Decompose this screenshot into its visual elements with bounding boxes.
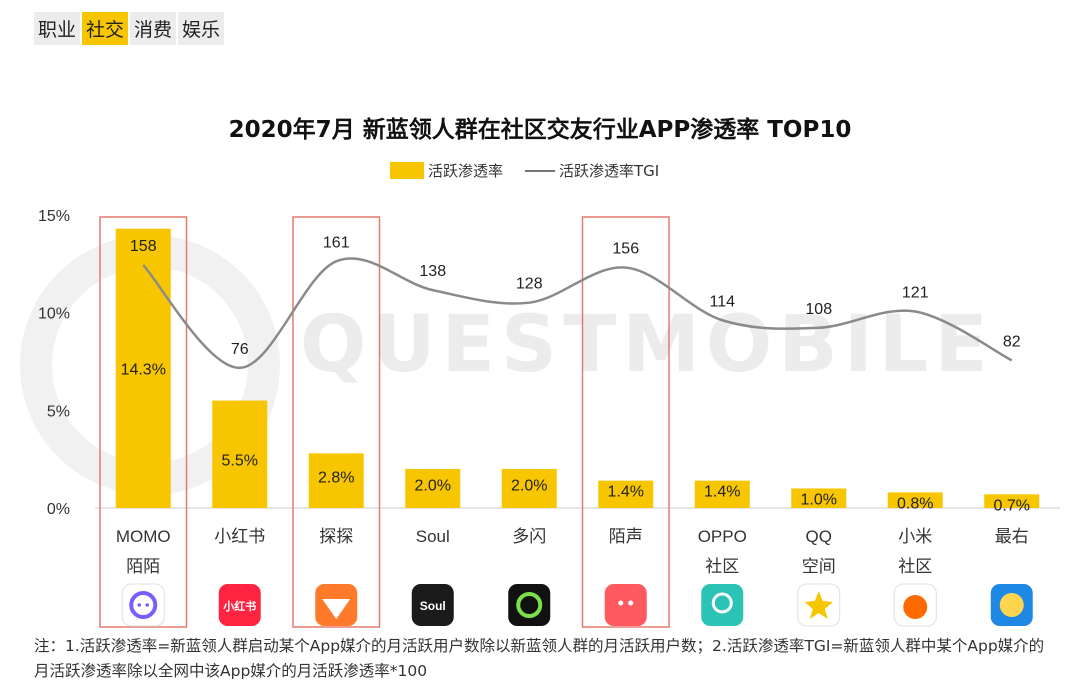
mosheng-eye xyxy=(618,600,624,606)
category-tabs: 职业 社交 消费 娱乐 xyxy=(34,12,226,45)
momo-glyph xyxy=(129,591,158,619)
legend-line-label: 活跃渗透率TGI xyxy=(559,162,660,180)
tab-social[interactable]: 社交 xyxy=(82,12,129,45)
momo-eye xyxy=(145,603,150,607)
bar-value-label: 1.0% xyxy=(801,491,837,508)
highlight-box xyxy=(99,216,188,628)
x-tick-label: Soul xyxy=(416,527,450,546)
x-tick-label: MOMO xyxy=(116,527,171,546)
bar xyxy=(212,400,268,508)
x-tick-label: 最右 xyxy=(995,527,1029,546)
momo-icon xyxy=(121,583,165,627)
xiaohongshu-icon xyxy=(218,584,261,626)
tgi-value-label: 121 xyxy=(902,284,929,301)
x-tick-label: 多闪 xyxy=(512,527,546,546)
x-tick-label: 空间 xyxy=(802,557,836,576)
tab-entertainment[interactable]: 娱乐 xyxy=(178,12,225,45)
qq-star xyxy=(804,591,833,619)
x-tick-label: QQ xyxy=(806,527,832,546)
highlight-box xyxy=(581,216,670,628)
x-tick-label: 探探 xyxy=(319,527,353,546)
tgi-value-label: 158 xyxy=(130,238,157,255)
bar xyxy=(308,453,364,508)
tab-career[interactable]: 职业 xyxy=(34,12,81,45)
footnote: 注：1.活跃渗透率=新蓝领人群启动某个App媒介的月活跃用户数除以新蓝领人群的月… xyxy=(34,637,1045,680)
bar xyxy=(115,228,171,508)
oppo-ring xyxy=(711,592,733,614)
y-tick-label: 5% xyxy=(47,403,70,420)
highlight-box xyxy=(292,216,381,628)
tgi-value-label: 156 xyxy=(612,241,639,258)
oppo-community-icon xyxy=(701,584,744,626)
tgi-value-label: 138 xyxy=(419,263,446,280)
x-tick-label: 小红书 xyxy=(214,527,265,546)
xiaomi-face xyxy=(903,595,928,619)
tgi-line xyxy=(142,257,1013,370)
bar xyxy=(887,492,943,508)
x-tick-label: 陌声 xyxy=(609,527,643,546)
chart-legend: 活跃渗透率 活跃渗透率TGI xyxy=(390,160,659,181)
tgi-value-label: 108 xyxy=(805,301,832,318)
bar xyxy=(694,480,750,508)
bar-value-label: 1.4% xyxy=(608,484,644,501)
x-tick-label: 小米 xyxy=(898,527,932,546)
x-tick-label: OPPO xyxy=(698,527,747,546)
x-tick-label: 社区 xyxy=(705,557,739,576)
chart-title: 2020年7月 新蓝领人群在社区交友行业APP渗透率 TOP10 xyxy=(228,117,852,143)
legend-line-swatch xyxy=(525,169,556,172)
soul-icon xyxy=(411,584,454,626)
bar-value-label: 0.7% xyxy=(994,497,1030,514)
y-tick-label: 10% xyxy=(38,306,70,323)
soul-icon-glyph: Soul xyxy=(420,599,446,613)
bar-value-label: 5.5% xyxy=(222,453,258,470)
mosheng-icon xyxy=(604,584,647,626)
bar-value-label: 0.8% xyxy=(897,495,933,512)
zuiyou-face xyxy=(999,593,1024,617)
tgi-value-label: 76 xyxy=(231,341,249,358)
tab-consumption[interactable]: 消费 xyxy=(130,12,177,45)
tgi-value-label: 114 xyxy=(709,293,735,310)
mosheng-eye xyxy=(628,600,634,606)
bar-value-label: 2.8% xyxy=(318,470,354,487)
legend-bar-swatch xyxy=(390,162,424,179)
bar-value-label: 2.0% xyxy=(415,477,451,494)
tgi-value-label: 82 xyxy=(1003,333,1021,350)
bar xyxy=(501,468,557,508)
bar xyxy=(791,488,847,508)
y-tick-label: 15% xyxy=(38,208,70,225)
tgi-value-label: 128 xyxy=(516,276,543,293)
x-tick-label: 陌陌 xyxy=(126,557,160,576)
legend-bar-label: 活跃渗透率 xyxy=(428,162,504,180)
bar xyxy=(984,494,1040,508)
y-tick-label: 0% xyxy=(47,501,70,518)
bar-value-label: 14.3% xyxy=(121,361,166,378)
bar-value-label: 1.4% xyxy=(704,484,740,501)
bar xyxy=(598,480,654,508)
xiaohongshu-icon-glyph: 小红书 xyxy=(222,599,256,613)
bar xyxy=(405,468,461,508)
tgi-value-label: 161 xyxy=(323,234,350,251)
x-tick-label: 社区 xyxy=(898,557,932,576)
bar-value-label: 2.0% xyxy=(511,477,547,494)
duoshan-icon xyxy=(508,584,551,626)
duoshan-ring xyxy=(516,592,543,618)
tantan-face xyxy=(322,599,351,619)
momo-eye xyxy=(137,603,142,607)
